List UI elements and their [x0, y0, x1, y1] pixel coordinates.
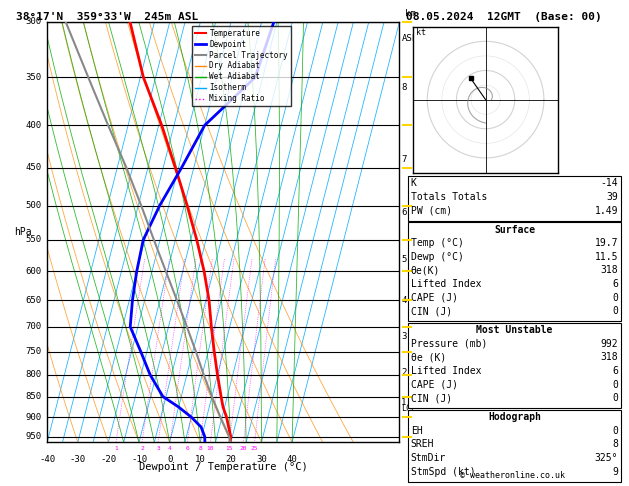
Text: Totals Totals: Totals Totals [411, 192, 487, 202]
Text: SREH: SREH [411, 439, 434, 450]
Text: 318: 318 [601, 352, 618, 363]
Text: 3: 3 [156, 446, 160, 451]
Text: CAPE (J): CAPE (J) [411, 380, 458, 390]
Text: 0: 0 [167, 455, 172, 464]
Text: 450: 450 [26, 163, 42, 172]
Text: 20: 20 [240, 446, 247, 451]
Text: 850: 850 [26, 392, 42, 401]
Text: CAPE (J): CAPE (J) [411, 293, 458, 303]
Text: Lifted Index: Lifted Index [411, 366, 481, 376]
Text: 5: 5 [401, 255, 406, 263]
Text: PW (cm): PW (cm) [411, 206, 452, 216]
Text: 2: 2 [401, 368, 406, 377]
Text: CIN (J): CIN (J) [411, 393, 452, 403]
Text: 10: 10 [195, 455, 206, 464]
Text: 3: 3 [401, 332, 406, 341]
Text: 6: 6 [613, 366, 618, 376]
Text: 8: 8 [198, 446, 202, 451]
Text: 950: 950 [26, 432, 42, 441]
Text: -10: -10 [131, 455, 147, 464]
Text: -40: -40 [39, 455, 55, 464]
Text: Hodograph: Hodograph [488, 412, 541, 422]
Text: 992: 992 [601, 339, 618, 349]
Text: 0: 0 [613, 293, 618, 303]
Text: 6: 6 [186, 446, 189, 451]
Text: EH: EH [411, 426, 423, 436]
Text: 30: 30 [256, 455, 267, 464]
Text: 38°17'N  359°33'W  245m ASL: 38°17'N 359°33'W 245m ASL [16, 12, 198, 22]
Text: -30: -30 [70, 455, 86, 464]
Text: LCL: LCL [401, 404, 416, 413]
Text: km: km [404, 9, 415, 17]
Text: 350: 350 [26, 73, 42, 82]
Text: 25: 25 [251, 446, 259, 451]
Text: 40: 40 [287, 455, 298, 464]
Text: -14: -14 [601, 178, 618, 189]
Text: θe(K): θe(K) [411, 265, 440, 276]
Text: 700: 700 [26, 322, 42, 331]
Text: 08.05.2024  12GMT  (Base: 00): 08.05.2024 12GMT (Base: 00) [406, 12, 601, 22]
Text: 650: 650 [26, 295, 42, 305]
Text: ASL: ASL [402, 35, 418, 43]
X-axis label: Dewpoint / Temperature (°C): Dewpoint / Temperature (°C) [139, 462, 308, 472]
Text: -20: -20 [101, 455, 116, 464]
Text: 0: 0 [613, 380, 618, 390]
Text: 1: 1 [114, 446, 118, 451]
Text: 300: 300 [26, 17, 42, 26]
Text: Temp (°C): Temp (°C) [411, 238, 464, 248]
Text: 750: 750 [26, 347, 42, 356]
Text: 7: 7 [401, 155, 406, 164]
Text: 9: 9 [613, 467, 618, 477]
Text: K: K [411, 178, 416, 189]
Text: Surface: Surface [494, 225, 535, 235]
Text: 325°: 325° [595, 453, 618, 463]
Text: 15: 15 [226, 446, 233, 451]
Text: 1: 1 [401, 399, 406, 407]
Text: 1.49: 1.49 [595, 206, 618, 216]
Text: 2: 2 [140, 446, 144, 451]
Text: Most Unstable: Most Unstable [476, 325, 553, 335]
Text: 10: 10 [207, 446, 214, 451]
Legend: Temperature, Dewpoint, Parcel Trajectory, Dry Adiabat, Wet Adiabat, Isotherm, Mi: Temperature, Dewpoint, Parcel Trajectory… [192, 26, 291, 106]
Text: 20: 20 [226, 455, 237, 464]
Text: hPa: hPa [14, 227, 31, 237]
Text: 19.7: 19.7 [595, 238, 618, 248]
Text: 6: 6 [401, 208, 406, 217]
Text: Dewp (°C): Dewp (°C) [411, 252, 464, 262]
Text: Mixing Ratio (g/kg): Mixing Ratio (g/kg) [433, 185, 443, 279]
Text: Pressure (mb): Pressure (mb) [411, 339, 487, 349]
Text: 0: 0 [613, 306, 618, 316]
Text: 4: 4 [168, 446, 172, 451]
Text: 39: 39 [606, 192, 618, 202]
Text: kt: kt [416, 29, 426, 37]
Text: 550: 550 [26, 236, 42, 244]
Text: 0: 0 [613, 426, 618, 436]
Text: 4: 4 [401, 295, 406, 305]
Text: CIN (J): CIN (J) [411, 306, 452, 316]
Text: 400: 400 [26, 121, 42, 130]
Text: 600: 600 [26, 267, 42, 276]
Text: © weatheronline.co.uk: © weatheronline.co.uk [460, 471, 565, 480]
Text: 6: 6 [613, 279, 618, 289]
Text: 900: 900 [26, 413, 42, 422]
Text: StmDir: StmDir [411, 453, 446, 463]
Text: StmSpd (kt): StmSpd (kt) [411, 467, 476, 477]
Text: 8: 8 [401, 83, 406, 92]
Text: 318: 318 [601, 265, 618, 276]
Text: 8: 8 [613, 439, 618, 450]
Text: 800: 800 [26, 370, 42, 379]
Text: 0: 0 [613, 393, 618, 403]
Text: Lifted Index: Lifted Index [411, 279, 481, 289]
Text: θe (K): θe (K) [411, 352, 446, 363]
Text: 500: 500 [26, 201, 42, 210]
Text: 11.5: 11.5 [595, 252, 618, 262]
